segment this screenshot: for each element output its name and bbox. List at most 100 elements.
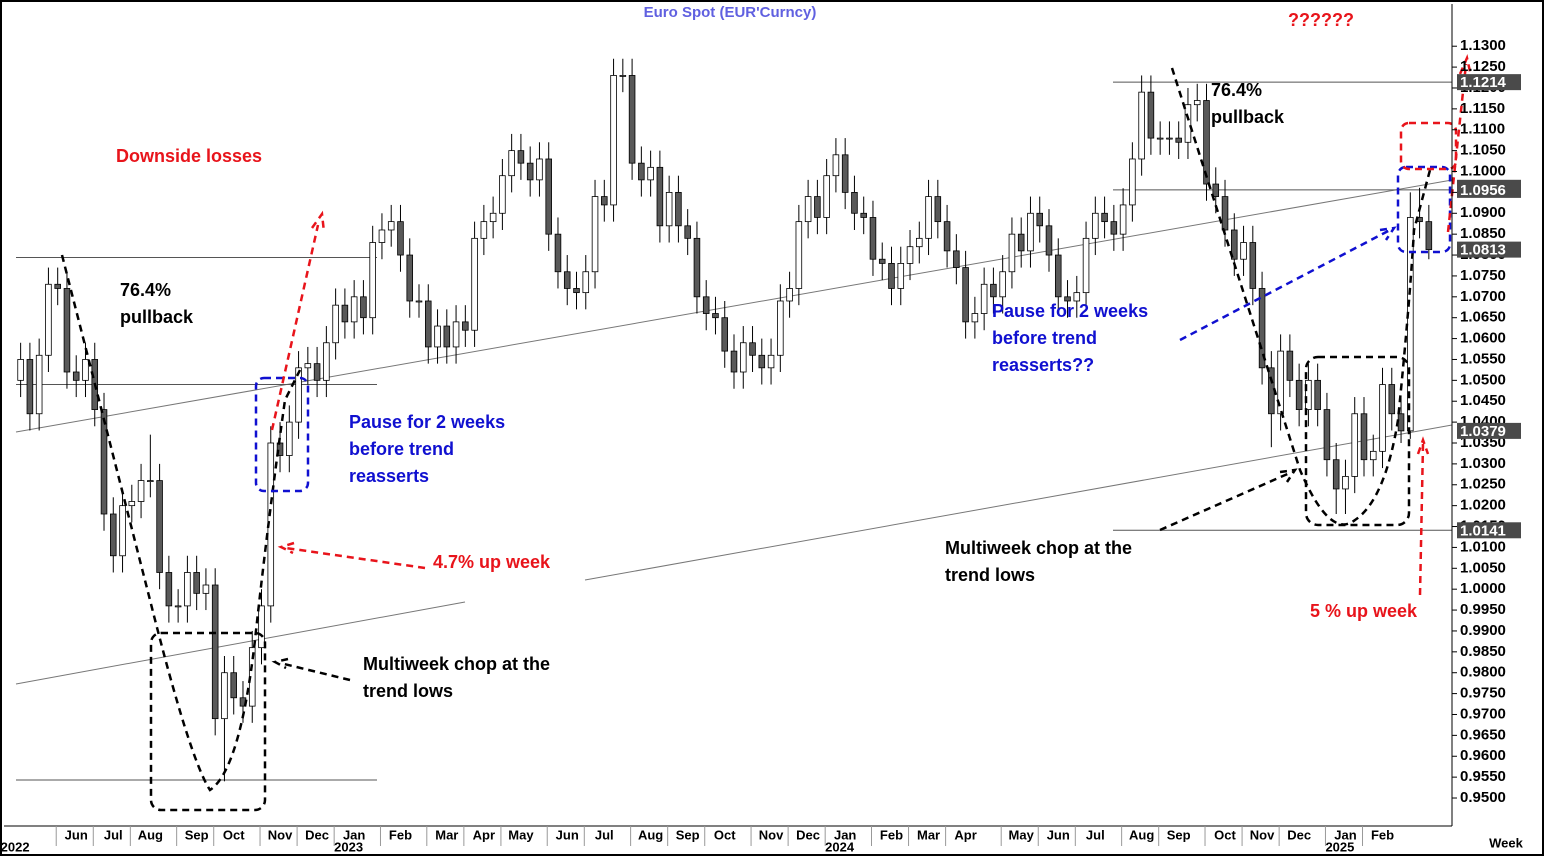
year-label: 2024 [825, 839, 855, 854]
candle-body [916, 237, 923, 248]
y-tick-label: 0.9900 [1460, 622, 1506, 639]
dashed-box [254, 376, 310, 493]
candle-body [378, 229, 386, 243]
candle-body [851, 191, 858, 214]
candle-body [1295, 379, 1303, 410]
candle-body [45, 283, 52, 356]
candle-body [934, 196, 942, 223]
y-tick-label: 0.9650 [1460, 726, 1506, 743]
x-axis-label: Week [1489, 835, 1523, 850]
trend-line [584, 424, 1453, 581]
candle-body [999, 271, 1006, 298]
price-marker-label: 1.0141 [1460, 522, 1506, 539]
x-tick-label: Dec [1287, 827, 1311, 842]
y-tick-label: 1.0600 [1460, 330, 1506, 347]
candle-body [1258, 288, 1266, 369]
price-marker-box [1457, 181, 1521, 198]
annotation: 4.7% up week [433, 552, 551, 572]
y-tick-label: 1.0750 [1460, 267, 1506, 284]
candle-body [128, 501, 136, 507]
candle-body [758, 354, 766, 369]
candle-body [1175, 137, 1182, 143]
candle-body [313, 363, 321, 381]
candle-body [582, 271, 590, 294]
x-tick-label: Jan [343, 827, 365, 842]
candle-body [804, 196, 812, 223]
candle-body [786, 288, 793, 302]
candle-body [286, 421, 293, 456]
candle-body [100, 409, 108, 515]
candle-body [610, 75, 617, 206]
price-marker-label: 1.0379 [1460, 423, 1506, 440]
candle-body [1388, 384, 1396, 415]
candle-body [1156, 137, 1164, 140]
price-marker-label: 1.1214 [1460, 74, 1507, 91]
x-tick-label: Mar [917, 827, 940, 842]
candle-body [1221, 196, 1229, 231]
y-tick-label: 1.1050 [1460, 142, 1506, 159]
price-marker-box [1457, 522, 1521, 539]
dashed-trend [1170, 67, 1432, 526]
price-marker-box [1457, 241, 1521, 258]
candle-body [841, 154, 849, 193]
y-tick-label: 1.0500 [1460, 371, 1506, 388]
candle-body [1017, 233, 1025, 252]
candle-body [1092, 212, 1099, 239]
annotation: trend lows [945, 565, 1035, 585]
x-tick-label: Apr [473, 827, 495, 842]
candle-body [693, 237, 701, 298]
year-label: 2023 [334, 839, 363, 854]
price-marker-box [1457, 422, 1521, 439]
x-tick-label: Nov [759, 827, 784, 842]
candle-body [591, 196, 599, 273]
candle-body [795, 221, 803, 289]
candle-body [702, 296, 710, 314]
price-marker-label: 1.0813 [1460, 242, 1506, 259]
x-tick-label: Nov [268, 827, 293, 842]
candle-body [1027, 212, 1034, 252]
candle-body [665, 191, 673, 227]
candle-body [387, 221, 395, 231]
annotation-shapes [60, 53, 1473, 812]
x-tick-label: Jul [104, 827, 123, 842]
y-tick-label: 1.0900 [1460, 204, 1506, 221]
candle-body [295, 367, 302, 423]
candle-body [1073, 292, 1081, 302]
y-tick-label: 0.9700 [1460, 705, 1506, 722]
candle-body [360, 296, 367, 319]
y-tick-label: 0.9550 [1460, 768, 1506, 785]
candle-body [415, 300, 423, 303]
y-tick-label: 0.9950 [1460, 601, 1506, 618]
candle-body [536, 158, 543, 181]
candle-body [1129, 158, 1136, 206]
candle-body [184, 572, 191, 607]
candle-body [434, 325, 441, 348]
candle-body [563, 271, 571, 289]
dashed-box [149, 631, 267, 812]
x-tick-label: Sep [1167, 827, 1191, 842]
trend-line [15, 601, 466, 685]
annotation: 76.4% [120, 280, 171, 300]
year-label: 2025 [1325, 839, 1354, 854]
candle-body [721, 317, 729, 352]
candle-body [1379, 384, 1386, 452]
candle-body [1305, 379, 1312, 410]
dashed-arrow [1416, 436, 1430, 596]
y-tick-label: 1.1100 [1460, 121, 1505, 138]
x-tick-label: Jun [65, 827, 88, 842]
candle-body [990, 283, 997, 298]
candle-body [369, 242, 376, 319]
candle-body [35, 354, 43, 415]
x-tick-label: Oct [223, 827, 245, 842]
x-tick-label: Sep [185, 827, 209, 842]
candle-body [647, 166, 654, 181]
candle-body [971, 313, 979, 323]
annotation: 76.4% [1211, 80, 1262, 100]
candle-body [156, 480, 163, 573]
annotation: ?????? [1288, 10, 1354, 30]
x-tick-label: Dec [305, 827, 329, 842]
x-tick-label: Dec [796, 827, 820, 842]
x-tick-label: Aug [1129, 827, 1154, 842]
y-tick-label: 1.0100 [1460, 538, 1506, 555]
